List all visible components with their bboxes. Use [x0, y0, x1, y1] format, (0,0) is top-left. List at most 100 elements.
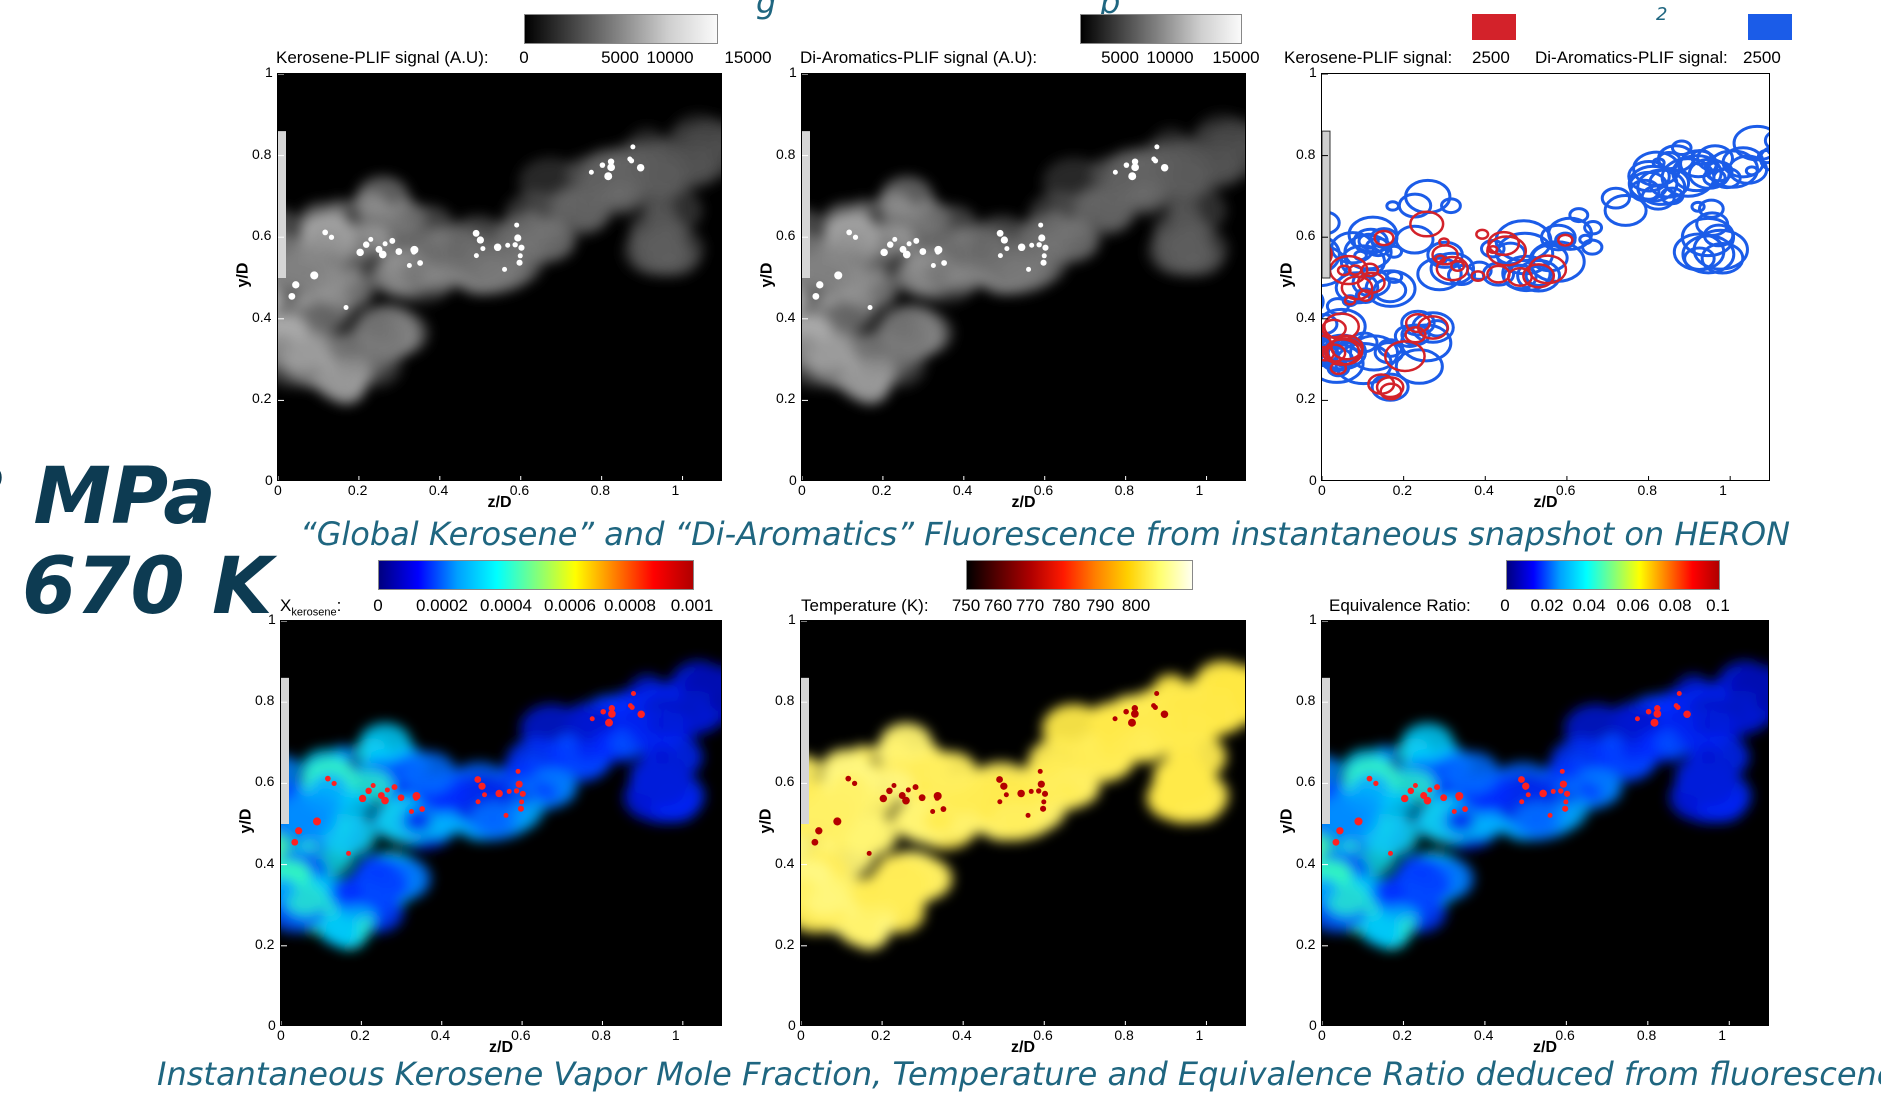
droplet-spot	[1004, 246, 1010, 252]
droplet-spot	[1645, 708, 1652, 715]
colorbar-5	[1506, 560, 1720, 590]
y-tick-label-2-5: 1	[1309, 64, 1317, 80]
colorbar-label-5: Equivalence Ratio:	[1329, 597, 1471, 614]
diaromatics-contour	[1690, 200, 1706, 213]
droplet-spot	[1041, 253, 1047, 259]
y-tick-label-5-4: 0.8	[1296, 692, 1316, 709]
droplet-spot	[812, 292, 820, 300]
diaromatics-contour	[1629, 178, 1661, 203]
plume-blob	[914, 782, 930, 794]
injector-marker	[802, 131, 810, 278]
droplet-spot	[1040, 805, 1047, 812]
plume-blob	[281, 836, 286, 859]
plume-blob	[1154, 213, 1215, 261]
plume-blob	[1360, 913, 1402, 946]
y-tick-label-1-4: 0.8	[776, 145, 796, 162]
plume-blob	[535, 784, 559, 802]
colorbar-label-text: Equivalence Ratio:	[1329, 596, 1471, 615]
diaromatics-contour	[1702, 168, 1727, 187]
diaromatics-contour	[1687, 157, 1731, 190]
colorbar-tick-0-3: 15000	[724, 48, 772, 67]
colorbar-3	[378, 560, 694, 590]
colorbar-label-3: Xkerosene:	[280, 597, 341, 618]
plot-canvas-3	[281, 621, 721, 1025]
y-tick-label-0-2: 0.4	[252, 308, 272, 325]
colorbar-tick-4-0: 750	[951, 596, 981, 615]
x-tick-label-1-5: 1	[1195, 482, 1204, 498]
colorbar-tick-3-3: 0.0006	[544, 596, 596, 615]
plume-blob	[855, 883, 883, 905]
droplet-spot	[472, 229, 480, 237]
droplet-spot	[1539, 789, 1547, 798]
plume-blob	[403, 809, 434, 833]
plume-blob	[1173, 199, 1197, 218]
droplet-spot	[368, 236, 374, 242]
colorbar-label-text: Di-Aromatics-PLIF signal (A.U):	[800, 48, 1038, 67]
y-tick-label-4-3: 0.6	[775, 773, 795, 790]
plume-blob	[865, 200, 879, 212]
plume-blob	[337, 243, 373, 271]
droplet-spot	[514, 222, 520, 228]
kerosene-contour	[1486, 235, 1528, 267]
x-tick-label-4-0: 0	[797, 1027, 805, 1043]
droplet-spot	[292, 281, 300, 289]
plume-blob	[1710, 712, 1742, 737]
y-axis-label-5: y/D	[1278, 808, 1296, 834]
droplet-spot	[1559, 780, 1567, 788]
diaromatics-contour	[1627, 159, 1671, 193]
droplet-spot	[410, 245, 419, 254]
kerosene-contour	[1475, 228, 1490, 240]
plume-blob	[878, 308, 917, 338]
droplet-spot	[295, 827, 303, 835]
plume-blob	[477, 263, 510, 288]
droplet-spot	[1455, 791, 1464, 801]
plume-blob	[359, 722, 411, 763]
y-tick-label-1-5: 1	[789, 64, 797, 80]
colorbar-tick-5-1: 0.02	[1530, 596, 1564, 615]
plot-area-4	[800, 620, 1246, 1026]
plume-blob	[1523, 809, 1555, 834]
droplet-spot	[502, 266, 508, 272]
plume-blob	[278, 290, 283, 313]
kerosene-contour	[1330, 334, 1364, 361]
y-axis-label-1: y/D	[758, 262, 776, 288]
diaromatics-contour	[1373, 341, 1405, 365]
diaromatics-contour	[1732, 124, 1769, 162]
droplet-spot	[1373, 780, 1379, 787]
droplet-spot	[1152, 704, 1158, 710]
droplet-spot	[879, 794, 888, 803]
droplet-spot	[1160, 710, 1169, 719]
plume-blob	[708, 149, 721, 165]
x-tick-label-2-2: 0.4	[1474, 482, 1494, 498]
droplet-spot	[1041, 790, 1049, 797]
x-tick-label-5-5: 1	[1718, 1027, 1727, 1043]
droplet-spot	[381, 796, 389, 805]
plume-blob	[664, 712, 696, 737]
droplet-spot	[599, 162, 606, 168]
colorbar-tick-4-4: 790	[1085, 596, 1115, 615]
droplet-spot	[1634, 716, 1640, 722]
colorbar-tick-5-5: 0.1	[1706, 596, 1730, 615]
kerosene-contour	[1383, 340, 1426, 373]
x-tick-label-3-0: 0	[277, 1027, 285, 1043]
droplet-spot	[607, 158, 615, 165]
droplet-spot	[395, 248, 403, 255]
droplet-spot	[919, 248, 927, 255]
plot-area-3	[280, 620, 722, 1026]
injector-marker	[1322, 677, 1330, 824]
y-tick-label-0-3: 0.6	[252, 227, 272, 244]
x-tick-label-5-4: 0.8	[1636, 1027, 1657, 1043]
colorbar-0	[524, 14, 718, 44]
plume-blob	[391, 236, 407, 248]
droplet-spot	[391, 784, 398, 791]
diaromatics-contour	[1600, 186, 1632, 210]
y-axis-label-0: y/D	[234, 262, 252, 288]
droplet-spot	[408, 809, 414, 815]
kerosene-contour	[1409, 210, 1445, 238]
droplet-spot	[630, 691, 636, 697]
diaromatics-contour	[1680, 216, 1736, 258]
diaromatics-contour	[1581, 238, 1604, 256]
diaromatics-contour	[1712, 166, 1742, 190]
y-tick-label-2-3: 0.6	[1296, 227, 1316, 244]
plume-blob	[398, 205, 455, 249]
